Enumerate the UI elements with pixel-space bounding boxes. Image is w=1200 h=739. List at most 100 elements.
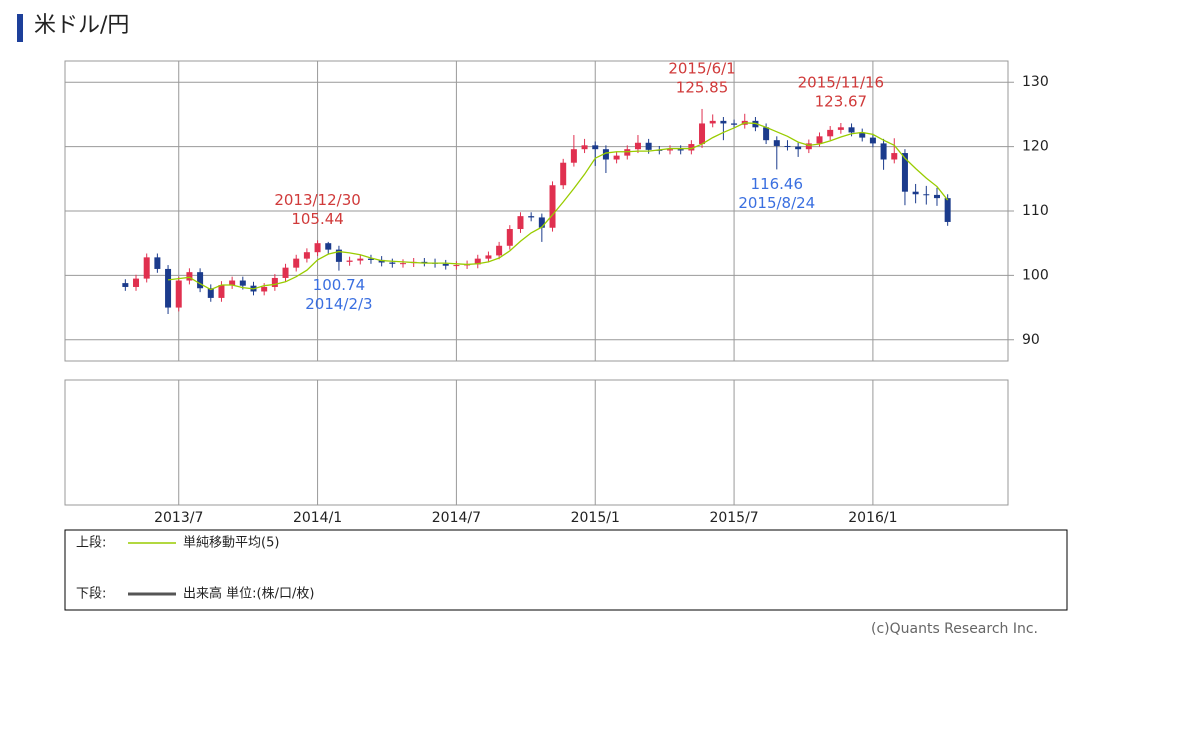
candle-body	[197, 272, 204, 289]
candle-body	[303, 252, 310, 259]
candle-body	[645, 142, 652, 150]
candle-body	[933, 194, 940, 199]
candle-body	[485, 255, 492, 259]
candle-body	[720, 120, 727, 124]
candle-body	[549, 185, 556, 228]
candle-body	[816, 136, 823, 144]
candle-body	[560, 162, 567, 186]
chart-title: 米ドル/円	[34, 13, 129, 38]
candle-body	[859, 132, 866, 138]
legend-lower-label: 下段:	[76, 587, 106, 602]
candle-body	[133, 278, 140, 287]
candle-body	[912, 191, 919, 195]
candle-body	[229, 280, 236, 286]
candle-body	[261, 286, 268, 292]
candle-body	[570, 149, 577, 163]
annotation-value: 123.67	[815, 92, 868, 110]
x-tick-label: 2015/1	[571, 510, 620, 526]
candle-body	[335, 249, 342, 262]
candle-body	[314, 243, 321, 253]
candle-body	[869, 137, 876, 144]
y-tick-label: 120	[1022, 139, 1049, 155]
x-tick-label: 2016/1	[848, 510, 897, 526]
candle-body	[827, 129, 834, 137]
legend-upper-label: 上段:	[76, 536, 106, 551]
annotation-value: 105.44	[291, 210, 344, 228]
candle-body	[154, 257, 161, 269]
candle-body	[709, 120, 716, 124]
annotation-value: 116.46	[751, 175, 804, 193]
candle-body	[731, 123, 738, 125]
candle-body	[474, 258, 481, 265]
candle-body	[122, 283, 129, 287]
title-marker	[17, 14, 23, 42]
annotation-date: 2013/12/30	[274, 191, 360, 209]
candle-body	[218, 285, 225, 298]
moving-average	[167, 122, 949, 291]
candle-body	[901, 153, 908, 192]
legend-volume: 出来高 単位:(株/口/枚)	[183, 586, 314, 602]
candle-body	[506, 229, 513, 246]
volume-pane	[64, 379, 1009, 506]
candle-body	[923, 194, 930, 196]
candle-body	[293, 258, 300, 268]
candle-body	[389, 262, 396, 264]
candle-body	[165, 268, 172, 308]
candle-body	[795, 146, 802, 150]
candle-body	[677, 149, 684, 151]
candle-body	[271, 277, 278, 287]
candle-body	[453, 265, 460, 267]
candle-body	[613, 155, 620, 160]
candle-body	[400, 263, 407, 265]
candle-body	[442, 263, 449, 266]
candle-body	[357, 258, 364, 261]
candle-body	[891, 153, 898, 160]
candle-body	[239, 280, 246, 286]
y-tick-label: 110	[1022, 203, 1049, 219]
candle-body	[528, 216, 535, 218]
legend-box	[64, 529, 1068, 611]
annotation-date: 2014/2/3	[305, 295, 372, 313]
candle-body	[325, 243, 332, 250]
candle-body	[880, 143, 887, 160]
candle-body	[186, 272, 193, 281]
candle-body	[699, 123, 706, 145]
annotation-date: 2015/11/16	[798, 73, 884, 91]
x-tick-label: 2014/1	[293, 510, 342, 526]
x-tick-label: 2015/7	[709, 510, 758, 526]
candle-body	[592, 145, 599, 150]
annotation-value: 100.74	[313, 276, 366, 294]
y-tick-label: 130	[1022, 74, 1049, 90]
annotation-date: 2015/6/1	[668, 59, 735, 77]
candle-body	[944, 198, 951, 222]
candle-body	[581, 145, 588, 150]
y-tick-label: 90	[1022, 332, 1040, 348]
annotation-date: 2015/8/24	[738, 194, 815, 212]
candle-body	[666, 149, 673, 151]
candle-body	[773, 140, 780, 146]
candle-body	[602, 149, 609, 160]
candle-body	[784, 145, 791, 147]
candle-body	[763, 127, 770, 141]
candle-body	[848, 127, 855, 133]
candle-body	[346, 260, 353, 262]
x-tick-label: 2014/7	[432, 510, 481, 526]
candle-body	[517, 216, 524, 230]
y-tick-label: 100	[1022, 267, 1049, 283]
legend-ma: 単純移動平均(5)	[183, 535, 279, 551]
candle-body	[143, 257, 150, 279]
copyright: (c)Quants Research Inc.	[871, 621, 1038, 637]
candle-body	[207, 288, 214, 298]
candle-body	[688, 144, 695, 151]
candle-body	[496, 245, 503, 256]
candle-body	[837, 127, 844, 130]
x-tick-label: 2013/7	[154, 510, 203, 526]
candle-body	[282, 267, 289, 278]
candle-body	[538, 217, 545, 228]
candle-body	[367, 258, 374, 260]
annotation-value: 125.85	[676, 78, 729, 96]
candle-body	[634, 142, 641, 150]
candle-body	[421, 261, 428, 263]
candle-body	[175, 280, 182, 308]
